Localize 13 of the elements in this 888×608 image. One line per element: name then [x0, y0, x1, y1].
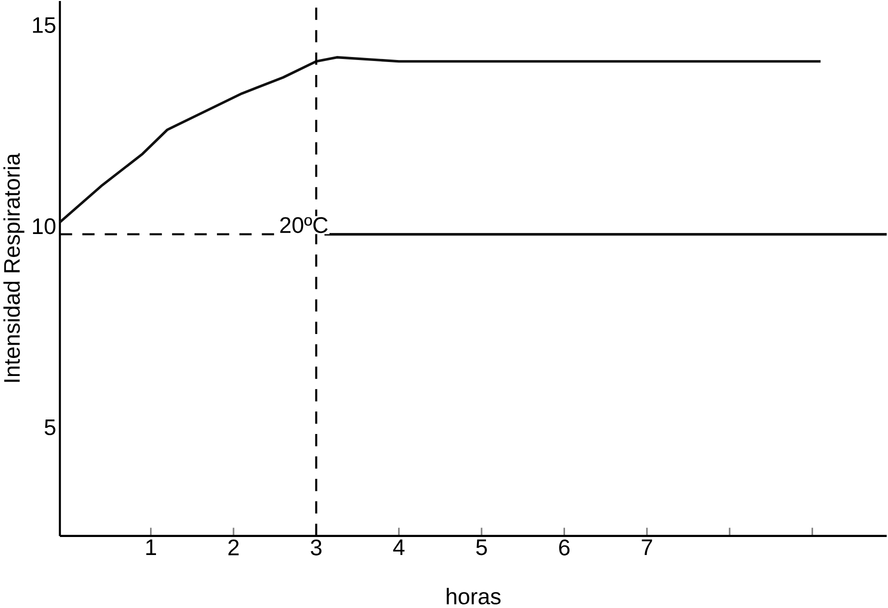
ref-line-label: 20ºC — [280, 217, 328, 234]
y-axis-title: Intensidad Respiratoria — [3, 153, 24, 382]
x-tick-label: 5 — [476, 540, 487, 556]
x-axis-title: horas — [446, 588, 501, 605]
x-tick-label: 7 — [642, 540, 652, 556]
y-tick-label: 5 — [44, 420, 56, 436]
x-tick-label: 6 — [559, 540, 570, 556]
x-tick-label: 1 — [146, 540, 156, 556]
x-tick-label: 2 — [228, 540, 239, 556]
y-tick-label: 15 — [33, 17, 56, 34]
y-tick-label: 10 — [33, 218, 56, 234]
x-tick-label: 3 — [310, 540, 322, 556]
x-tick-label: 4 — [393, 540, 404, 556]
